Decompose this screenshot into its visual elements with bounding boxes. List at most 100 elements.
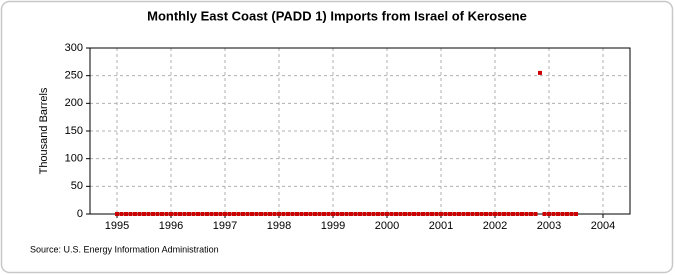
point xyxy=(412,212,416,216)
y-tick-label: 150 xyxy=(65,125,83,137)
point xyxy=(488,212,493,216)
point xyxy=(353,212,358,216)
x-tick-label: 1997 xyxy=(213,220,237,232)
point xyxy=(213,212,218,216)
point xyxy=(186,212,191,216)
point xyxy=(178,212,183,216)
x-tick-label: 1995 xyxy=(105,220,129,232)
point xyxy=(529,212,534,216)
point xyxy=(402,212,407,216)
point xyxy=(223,212,227,216)
point xyxy=(452,212,457,216)
point xyxy=(380,212,385,216)
point xyxy=(375,212,380,216)
chart-title: Monthly East Coast (PADD 1) Imports from… xyxy=(147,8,527,23)
point xyxy=(564,212,569,216)
point xyxy=(317,212,322,216)
point xyxy=(574,212,578,216)
point xyxy=(263,212,268,216)
point xyxy=(407,212,412,216)
point xyxy=(344,212,349,216)
x-tick-label: 2004 xyxy=(591,220,615,232)
point xyxy=(524,212,529,216)
point xyxy=(542,212,547,216)
point xyxy=(483,212,488,216)
source-note: Source: U.S. Energy Information Administ… xyxy=(30,244,219,254)
y-tick-label: 300 xyxy=(65,42,83,54)
point xyxy=(200,212,205,216)
point xyxy=(169,212,173,216)
point xyxy=(358,212,362,216)
point xyxy=(164,212,169,216)
point xyxy=(155,212,160,216)
point xyxy=(537,70,542,75)
x-tick-label: 2002 xyxy=(483,220,507,232)
point xyxy=(128,212,133,216)
point xyxy=(362,212,367,216)
point xyxy=(209,212,214,216)
point xyxy=(416,212,421,216)
point xyxy=(394,212,399,216)
point xyxy=(461,212,466,216)
x-tick-label: 2003 xyxy=(537,220,561,232)
point xyxy=(124,212,129,216)
point xyxy=(340,212,345,216)
point xyxy=(151,212,156,216)
point xyxy=(326,212,331,216)
point xyxy=(259,212,264,216)
point xyxy=(556,212,561,216)
point xyxy=(313,212,318,216)
point xyxy=(367,212,372,216)
point xyxy=(335,212,340,216)
point xyxy=(429,212,434,216)
y-tick-label: 200 xyxy=(65,97,83,109)
y-tick-label: 250 xyxy=(65,70,83,82)
point xyxy=(448,212,453,216)
x-tick-label: 1996 xyxy=(159,220,183,232)
point xyxy=(115,212,119,216)
point xyxy=(205,212,210,216)
point xyxy=(137,212,142,216)
point xyxy=(227,212,232,216)
point xyxy=(510,212,515,216)
point xyxy=(272,212,277,216)
point xyxy=(547,212,551,216)
point xyxy=(119,212,124,216)
point xyxy=(331,212,335,216)
point xyxy=(294,212,299,216)
point xyxy=(281,212,286,216)
point xyxy=(371,212,376,216)
point xyxy=(196,212,200,216)
point xyxy=(443,212,448,216)
point xyxy=(146,212,151,216)
point xyxy=(132,212,137,216)
point xyxy=(533,212,538,216)
point xyxy=(304,212,308,216)
point xyxy=(254,212,259,216)
point xyxy=(191,212,196,216)
point xyxy=(290,212,295,216)
point xyxy=(173,212,178,216)
point xyxy=(159,212,164,216)
point xyxy=(389,212,394,216)
point xyxy=(398,212,403,216)
x-tick-label: 1998 xyxy=(267,220,291,232)
point xyxy=(267,212,272,216)
point xyxy=(142,212,146,216)
point xyxy=(240,212,245,216)
point xyxy=(245,212,250,216)
point xyxy=(434,212,439,216)
x-tick-label: 2001 xyxy=(429,220,453,232)
y-tick-label: 0 xyxy=(77,208,83,220)
point xyxy=(470,212,475,216)
point xyxy=(497,212,502,216)
point xyxy=(466,212,470,216)
point xyxy=(236,212,241,216)
point xyxy=(439,212,443,216)
point xyxy=(560,212,565,216)
point xyxy=(520,212,524,216)
y-tick-label: 50 xyxy=(71,180,83,192)
point xyxy=(515,212,520,216)
point xyxy=(551,212,556,216)
